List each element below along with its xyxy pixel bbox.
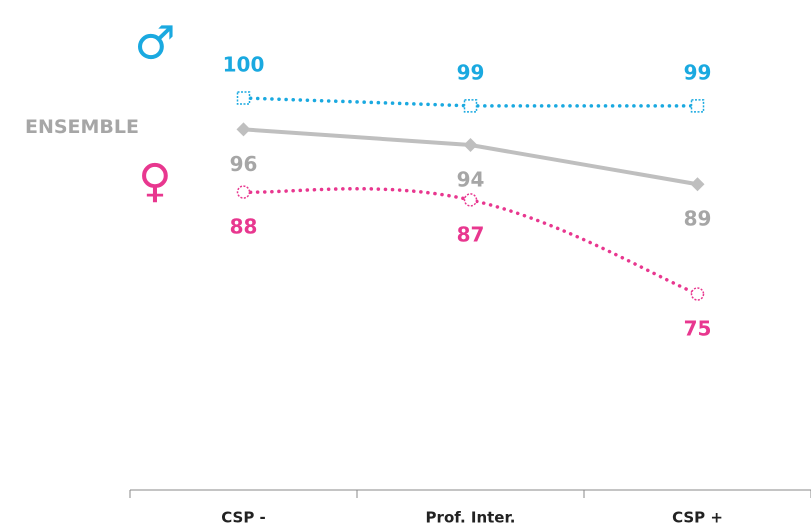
marker <box>463 99 478 113</box>
data-label: 89 <box>684 207 712 231</box>
legend-label: ENSEMBLE <box>25 116 139 138</box>
data-label: 94 <box>457 168 485 192</box>
data-label: 96 <box>230 152 258 176</box>
x-tick-label: Prof. Inter. <box>426 509 516 527</box>
x-tick-label: CSP - <box>221 509 266 527</box>
legend-symbol: ♂ <box>134 16 175 70</box>
marker <box>463 138 478 153</box>
legend-symbol: ♀ <box>138 154 172 208</box>
marker <box>236 122 251 137</box>
data-label: 75 <box>684 317 712 341</box>
x-tick-label: CSP + <box>672 509 723 527</box>
data-label: 99 <box>457 60 485 84</box>
data-label: 87 <box>457 222 485 246</box>
marker <box>690 177 705 192</box>
marker <box>690 99 705 113</box>
data-label: 100 <box>223 53 265 77</box>
marker <box>463 193 478 207</box>
marker <box>236 185 251 199</box>
data-label: 99 <box>684 60 712 84</box>
data-label: 88 <box>230 215 258 239</box>
marker <box>690 287 705 301</box>
marker <box>236 91 251 105</box>
